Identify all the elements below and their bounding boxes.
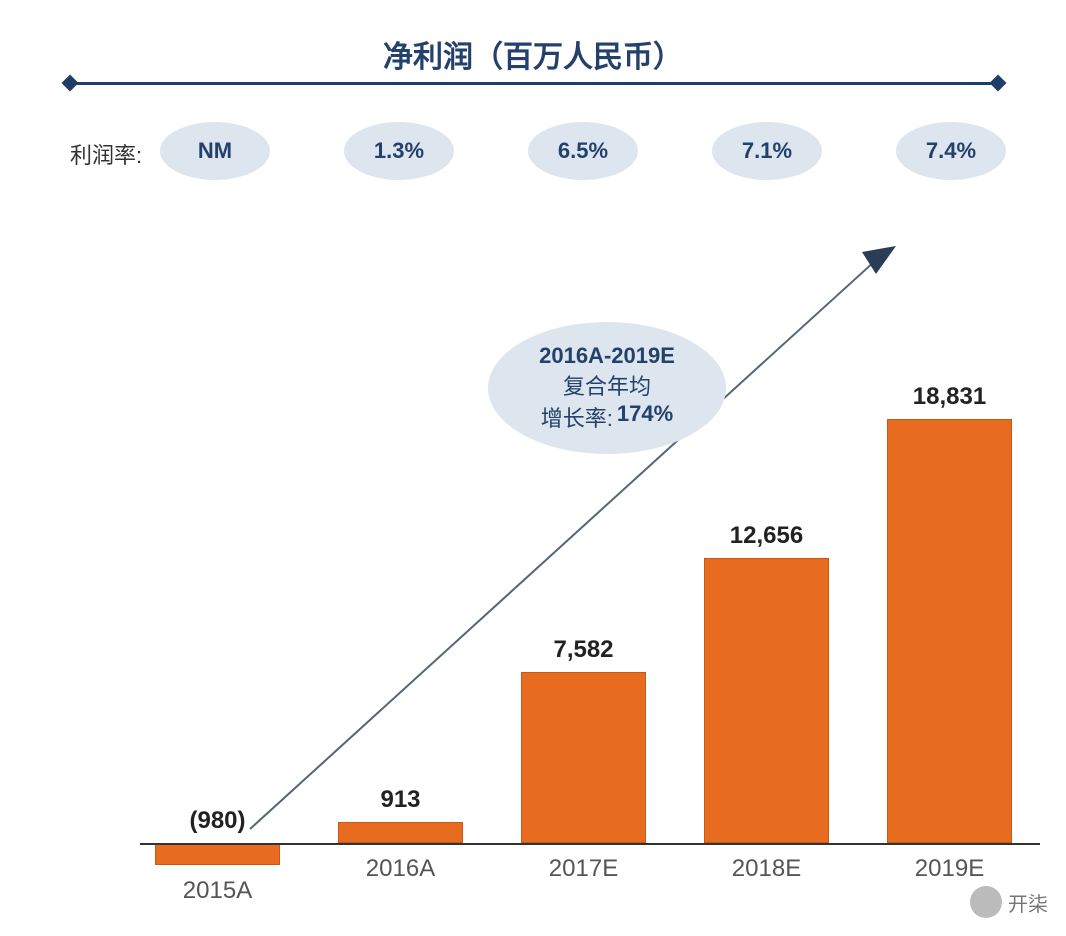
title-divider xyxy=(70,82,996,85)
x-axis-baseline xyxy=(140,843,1040,845)
category-label-4: 2019E xyxy=(887,855,1012,883)
chart-container: { "title": { "text": "净利润（百万人民币）", "colo… xyxy=(0,0,1066,936)
growth-arrow-head xyxy=(862,246,896,274)
margin-rate-label: 利润率: xyxy=(70,138,142,170)
cagr-callout: 2016A-2019E 复合年均 增长率: 174% xyxy=(488,322,726,454)
cagr-line1: 2016A-2019E xyxy=(539,343,675,369)
bar-1 xyxy=(338,822,463,843)
cagr-line3-value: 174% xyxy=(617,401,673,433)
value-label-0: (980) xyxy=(155,807,280,835)
value-label-2: 7,582 xyxy=(521,636,646,664)
bar-2 xyxy=(521,672,646,843)
watermark-avatar-icon xyxy=(970,886,1002,918)
category-label-2: 2017E xyxy=(521,855,646,883)
margin-pill-4: 7.4% xyxy=(896,122,1006,180)
margin-pill-0: NM xyxy=(160,122,270,180)
margin-pill-3: 7.1% xyxy=(712,122,822,180)
divider-diamond-right xyxy=(990,75,1007,92)
watermark-text: 开柒 xyxy=(1008,888,1048,917)
category-label-0: 2015A xyxy=(155,877,280,905)
margin-pill-2: 6.5% xyxy=(528,122,638,180)
category-label-3: 2018E xyxy=(704,855,829,883)
cagr-line3-label: 增长率: xyxy=(541,401,613,433)
margin-pill-1: 1.3% xyxy=(344,122,454,180)
cagr-line2: 复合年均 xyxy=(563,369,651,401)
chart-title: 净利润（百万人民币） xyxy=(0,32,1066,76)
value-label-3: 12,656 xyxy=(704,522,829,550)
watermark: 开柒 xyxy=(970,886,1048,918)
divider-diamond-left xyxy=(62,75,79,92)
bar-3 xyxy=(704,558,829,843)
value-label-4: 18,831 xyxy=(887,383,1012,411)
category-label-1: 2016A xyxy=(338,855,463,883)
bar-4 xyxy=(887,419,1012,843)
bar-0 xyxy=(155,843,280,865)
value-label-1: 913 xyxy=(338,786,463,814)
